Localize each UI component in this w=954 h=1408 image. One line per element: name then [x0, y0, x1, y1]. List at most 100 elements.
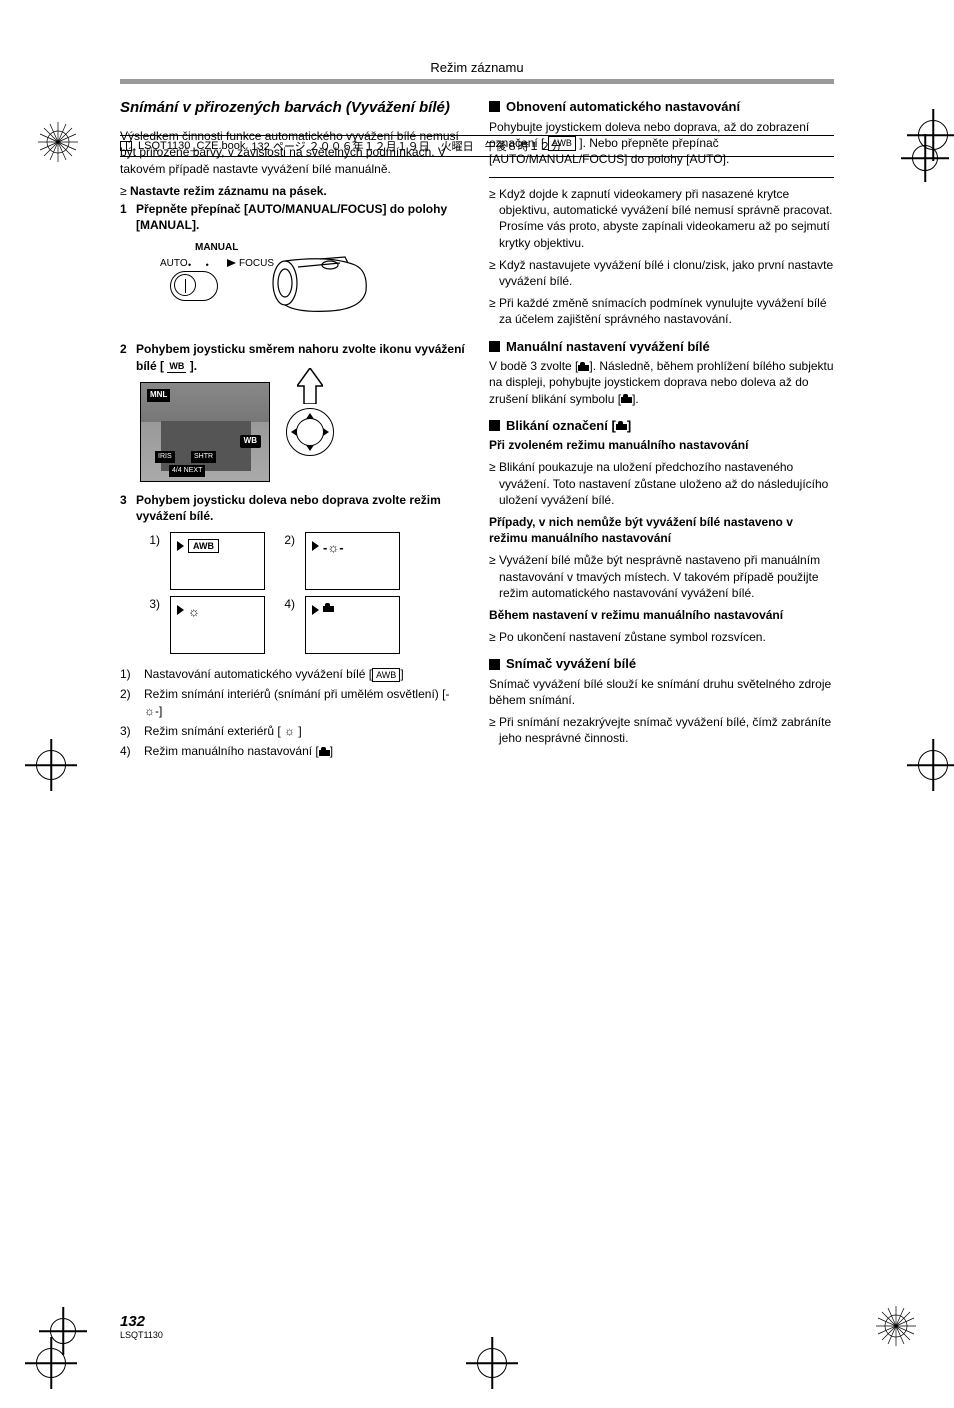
switch-body — [170, 271, 218, 301]
b5-text: Vyvážení bílé může být nesprávně nastave… — [499, 552, 834, 601]
screen-shtr: SHTR — [191, 451, 216, 462]
b5: ≥ Vyvážení bílé může být nesprávně nasta… — [489, 552, 834, 601]
list-4-text: Režim manuálního nastavování [] — [144, 743, 333, 759]
square-icon — [489, 420, 500, 431]
list-2-text: Režim snímání interiérů (snímání při umě… — [144, 686, 465, 718]
h2: Manuální nastavení vyvážení bílé — [489, 338, 834, 356]
content-columns: Snímání v přirozených barvách (Vyvážení … — [0, 98, 954, 763]
mode-n4: 4) — [275, 596, 295, 654]
sub1: Při zvoleném režimu manuálního nastavová… — [489, 437, 834, 453]
h4-text: Snímač vyvážení bílé — [506, 655, 636, 673]
h3: Blikání označení [] — [489, 417, 834, 435]
h3b: ] — [627, 418, 631, 433]
sun-icon: ☼ — [188, 603, 200, 621]
switch-arrow-icon — [227, 255, 237, 271]
step-num: 3 — [120, 492, 136, 524]
step-num: 1 — [120, 201, 136, 233]
pre-step: ≥ Nastavte režim záznamu na pásek. — [120, 183, 465, 199]
step1-text: Přepněte přepínač [AUTO/MANUAL/FOCUS] do… — [136, 201, 465, 233]
mode-n2: 2) — [275, 532, 295, 590]
joystick-inner — [296, 418, 324, 446]
page-number: 132 — [120, 1313, 163, 1330]
bullet-dot: ≥ — [489, 629, 499, 645]
mode-n3: 3) — [140, 596, 160, 654]
section-title: Režim záznamu — [0, 60, 954, 75]
header-filename: LSQT1130_CZE.book — [138, 140, 245, 152]
p2: V bodě 3 zvolte []. Následně, během proh… — [489, 358, 834, 407]
reg-mark-tl — [36, 120, 80, 164]
mode-box-3: ☼ — [170, 596, 265, 654]
left-title: Snímání v přirozených barvách (Vyvážení … — [120, 98, 465, 118]
h1: Obnovení automatického nastavování — [489, 98, 834, 116]
list-2: 2) Režim snímání interiérů (snímání při … — [120, 686, 465, 718]
switch-knob — [174, 274, 196, 296]
step-2: 2 Pohybem joysticku směrem nahoru zvolte… — [120, 341, 465, 373]
triangle-icon — [177, 541, 184, 551]
bullet-dot: ≥ — [489, 295, 499, 327]
page-header: LSQT1130_CZE.book 132 ページ ２００６年１２月１９日 火曜… — [120, 135, 834, 157]
p4: Snímač vyvážení bílé slouží ke snímání d… — [489, 676, 834, 708]
list-2-body: Režim snímání interiérů (snímání při umě… — [144, 687, 445, 701]
screen-wb: WB — [240, 435, 261, 448]
manual-set-icon — [319, 747, 330, 757]
switch-dots: • • — [188, 259, 215, 271]
sub3: Během nastavení v režimu manuálního nast… — [489, 607, 834, 623]
h2-text: Manuální nastavení vyvážení bílé — [506, 338, 710, 356]
b4: ≥ Blikání poukazuje na uložení předchozí… — [489, 459, 834, 508]
b4-text: Blikání poukazuje na uložení předchozího… — [499, 459, 834, 508]
manual-set-icon — [578, 362, 589, 372]
list-3-text: Režim snímání exteriérů [ ☼ ] — [144, 723, 302, 739]
manual-set-icon — [323, 603, 334, 613]
awb-box: AWB — [188, 539, 219, 553]
bullet-dot: ≥ — [489, 186, 499, 251]
mode-grid: 1) AWB 2) -☼- 3) ☼ 4) — [140, 532, 400, 654]
h1-text: Obnovení automatického nastavování — [506, 98, 740, 116]
header-pageinfo: 132 ページ ２００６年１２月１９日 火曜日 午後８時１２分 — [251, 138, 561, 154]
list-3: 3) Režim snímání exteriérů [ ☼ ] — [120, 723, 465, 739]
manual-set-icon — [616, 421, 627, 431]
square-icon — [489, 101, 500, 112]
camera-outline — [270, 253, 370, 315]
bullet-dot: ≥ — [489, 714, 499, 746]
sub2: Případy, v nich nemůže být vyvážení bílé… — [489, 514, 834, 546]
list-4-body: Režim manuálního nastavování [ — [144, 744, 319, 758]
screen-mnl: MNL — [147, 389, 170, 402]
list-1-body: Nastavování automatického vyvážení bílé — [144, 667, 365, 681]
mode-box-2: -☼- — [305, 532, 400, 590]
screen-nav: 4/4 NEXT — [169, 465, 205, 476]
step-3: 3 Pohybem joysticku doleva nebo doprava … — [120, 492, 465, 524]
book-icon — [120, 141, 132, 151]
divider — [489, 177, 834, 178]
list-3-body: Režim snímání exteriérů [ — [144, 724, 281, 738]
page-footer: 132 LSQT1130 — [120, 1313, 163, 1340]
awb-inline: AWB — [372, 668, 400, 682]
bullet-dot: ≥ — [120, 183, 130, 199]
mode-box-1: AWB — [170, 532, 265, 590]
joystick-ring — [286, 408, 334, 456]
step-num: 2 — [120, 341, 136, 373]
p2c: ]. — [632, 392, 639, 406]
b3: ≥ Při každé změně snímacích podmínek vyn… — [489, 295, 834, 327]
list-1: 1) Nastavování automatického vyvážení bí… — [120, 666, 465, 682]
bullet-dot: ≥ — [489, 257, 499, 289]
list-1-text: Nastavování automatického vyvážení bílé … — [144, 666, 404, 682]
screen-iris: IRIS — [155, 451, 175, 462]
step-1: 1 Přepněte přepínač [AUTO/MANUAL/FOCUS] … — [120, 201, 465, 233]
screen-building — [161, 421, 251, 471]
gray-bar — [120, 79, 834, 84]
triangle-icon — [177, 605, 184, 615]
mode-n1: 1) — [140, 532, 160, 590]
b6: ≥ Po ukončení nastavení zůstane symbol r… — [489, 629, 834, 645]
pre-step-text: Nastavte režim záznamu na pásek. — [130, 183, 327, 199]
wb-icon: WB — [167, 360, 186, 373]
square-icon — [489, 659, 500, 670]
list-num: 1) — [120, 666, 144, 682]
list-num: 4) — [120, 743, 144, 759]
bullet-dot: ≥ — [489, 552, 499, 601]
mode-box-4 — [305, 596, 400, 654]
up-arrow-icon — [297, 368, 323, 404]
b2-text: Když nastavujete vyvážení bílé i clonu/z… — [499, 257, 834, 289]
switch-line — [185, 279, 186, 293]
h3-text: Blikání označení [] — [506, 417, 631, 435]
b3-text: Při každé změně snímacích podmínek vynul… — [499, 295, 834, 327]
